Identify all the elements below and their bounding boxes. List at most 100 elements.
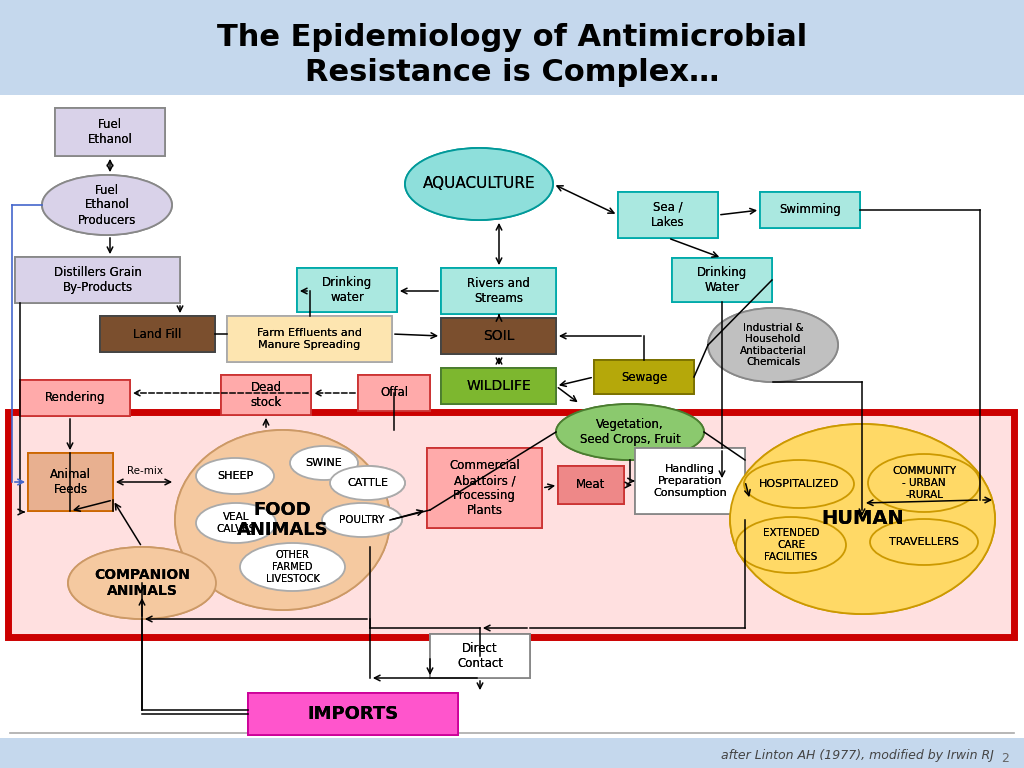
Ellipse shape [68,547,216,619]
Text: Drinking
Water: Drinking Water [697,266,748,294]
FancyBboxPatch shape [441,368,556,404]
Text: SHEEP: SHEEP [217,471,253,481]
Text: POULTRY: POULTRY [339,515,385,525]
Text: SWINE: SWINE [305,458,342,468]
Text: Fuel
Ethanol
Producers: Fuel Ethanol Producers [78,184,136,227]
Text: COMMUNITY
- URBAN
-RURAL: COMMUNITY - URBAN -RURAL [892,466,956,500]
FancyBboxPatch shape [248,693,458,735]
Text: Rendering: Rendering [45,392,105,405]
FancyBboxPatch shape [297,268,397,312]
Bar [0,95,1024,738]
Text: COMMUNITY
- URBAN
-RURAL: COMMUNITY - URBAN -RURAL [892,466,956,500]
FancyBboxPatch shape [594,360,694,394]
Ellipse shape [196,458,274,494]
Bar [0,733,1024,768]
Text: after Linton AH (1977), modified by Irwin RJ: after Linton AH (1977), modified by Irwi… [721,750,994,763]
FancyBboxPatch shape [358,375,430,411]
Ellipse shape [868,454,980,512]
Text: Industrial &
Household
Antibacterial
Chemicals: Industrial & Household Antibacterial Che… [739,323,807,367]
Text: EXTENDED
CARE
FACILITIES: EXTENDED CARE FACILITIES [763,528,819,561]
Ellipse shape [196,458,274,494]
FancyBboxPatch shape [297,268,397,312]
Ellipse shape [330,466,406,500]
Text: HOSPITALIZED: HOSPITALIZED [759,479,840,489]
Text: IMPORTS: IMPORTS [307,705,398,723]
Text: Land Fill: Land Fill [133,327,181,340]
Text: Fuel
Ethanol: Fuel Ethanol [88,118,132,146]
FancyBboxPatch shape [618,192,718,238]
Text: Land Fill: Land Fill [133,327,181,340]
Ellipse shape [736,517,846,573]
Ellipse shape [322,503,402,537]
Text: Meat: Meat [577,478,605,492]
FancyBboxPatch shape [8,412,1014,637]
Text: TRAVELLERS: TRAVELLERS [889,537,958,547]
Text: HOSPITALIZED: HOSPITALIZED [759,479,840,489]
FancyBboxPatch shape [28,453,113,511]
Text: Meat: Meat [577,478,605,492]
Text: OTHER
FARMED
LIVESTOCK: OTHER FARMED LIVESTOCK [265,551,319,584]
Text: Dead
stock: Dead stock [251,381,282,409]
FancyBboxPatch shape [221,375,311,415]
FancyBboxPatch shape [427,448,542,528]
Text: Swimming: Swimming [779,204,841,217]
Text: CATTLE: CATTLE [347,478,388,488]
FancyBboxPatch shape [20,380,130,416]
Text: Vegetation,
Seed Crops, Fruit: Vegetation, Seed Crops, Fruit [580,418,680,446]
FancyBboxPatch shape [248,693,458,735]
Ellipse shape [42,175,172,235]
Text: Animal
Feeds: Animal Feeds [50,468,91,496]
Ellipse shape [730,424,995,614]
Ellipse shape [196,503,276,543]
Text: POULTRY: POULTRY [339,515,385,525]
Ellipse shape [708,308,838,382]
Text: Distillers Grain
By-Products: Distillers Grain By-Products [53,266,141,294]
FancyBboxPatch shape [441,318,556,354]
Text: CATTLE: CATTLE [347,478,388,488]
FancyBboxPatch shape [441,318,556,354]
Ellipse shape [330,466,406,500]
Text: 2: 2 [1001,752,1009,764]
Ellipse shape [868,454,980,512]
Text: COMPANION
ANIMALS: COMPANION ANIMALS [94,568,189,598]
Text: Drinking
water: Drinking water [322,276,372,304]
FancyBboxPatch shape [558,466,624,504]
Ellipse shape [42,175,172,235]
Text: Sewage: Sewage [621,370,667,383]
FancyBboxPatch shape [28,453,113,511]
Text: HUMAN: HUMAN [821,509,904,528]
Text: Industrial &
Household
Antibacterial
Chemicals: Industrial & Household Antibacterial Che… [739,323,807,367]
FancyBboxPatch shape [100,316,215,352]
FancyBboxPatch shape [430,634,530,678]
Text: Animal
Feeds: Animal Feeds [50,468,91,496]
Text: Sea /
Lakes: Sea / Lakes [651,201,685,229]
FancyBboxPatch shape [430,634,530,678]
Text: Farm Effluents and
Manure Spreading: Farm Effluents and Manure Spreading [257,328,362,349]
Text: Commercial
Abattoirs /
Processing
Plants: Commercial Abattoirs / Processing Plants [450,459,520,517]
Text: Rivers and
Streams: Rivers and Streams [467,277,530,305]
Text: Re-mix: Re-mix [127,466,163,476]
Bar [0,0,1024,95]
Text: Rivers and
Streams: Rivers and Streams [467,277,530,305]
Ellipse shape [790,0,1010,150]
Ellipse shape [406,148,553,220]
Text: WILDLIFE: WILDLIFE [466,379,530,393]
Ellipse shape [406,148,553,220]
Text: Offal: Offal [380,386,408,399]
FancyBboxPatch shape [760,192,860,228]
FancyBboxPatch shape [227,316,392,362]
FancyBboxPatch shape [441,268,556,314]
Ellipse shape [870,519,978,565]
FancyBboxPatch shape [227,316,392,362]
Text: Direct
Contact: Direct Contact [457,642,503,670]
FancyBboxPatch shape [594,360,694,394]
Ellipse shape [175,430,390,610]
FancyBboxPatch shape [15,257,180,303]
Text: HUMAN: HUMAN [821,509,904,528]
FancyBboxPatch shape [55,108,165,156]
Text: Swimming: Swimming [779,204,841,217]
Ellipse shape [870,519,978,565]
Ellipse shape [556,404,705,460]
Text: IMPORTS: IMPORTS [307,705,398,723]
Ellipse shape [744,460,854,508]
